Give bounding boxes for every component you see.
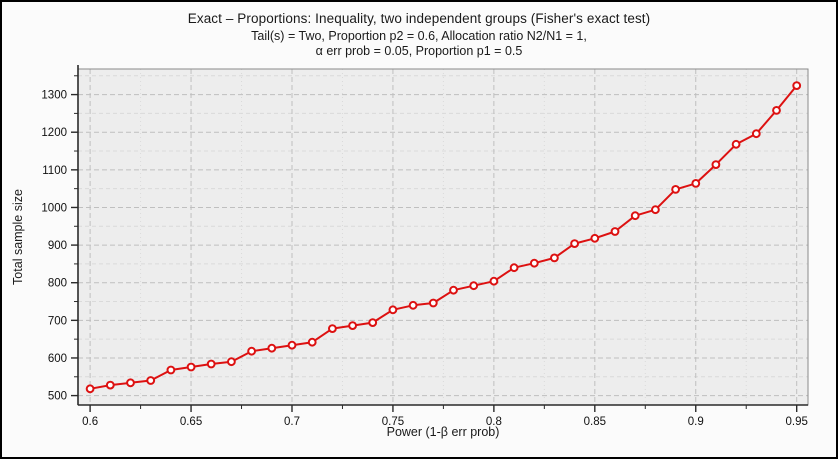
data-point bbox=[348, 321, 358, 331]
x-tick-label: 0.9 bbox=[688, 416, 704, 428]
series-markers bbox=[85, 81, 802, 394]
x-tick-label: 0.65 bbox=[180, 416, 202, 428]
chart-subtitle-line2: α err prob = 0.05, Proportion p1 = 0.5 bbox=[315, 44, 523, 58]
data-point bbox=[307, 337, 317, 347]
x-tick-label: 0.75 bbox=[382, 416, 404, 428]
data-point bbox=[772, 106, 781, 115]
x-tick-label: 0.85 bbox=[584, 416, 606, 428]
data-point bbox=[792, 81, 802, 90]
y-tick-label: 1000 bbox=[41, 202, 67, 214]
data-point bbox=[105, 380, 115, 390]
data-point bbox=[590, 233, 600, 243]
data-point bbox=[449, 285, 458, 295]
data-point bbox=[408, 300, 418, 310]
data-point bbox=[85, 384, 95, 394]
data-point bbox=[126, 378, 135, 388]
gridlines bbox=[78, 69, 808, 405]
data-point bbox=[651, 205, 660, 215]
data-point bbox=[227, 357, 236, 367]
y-tick-label: 900 bbox=[48, 240, 67, 252]
data-point bbox=[166, 365, 176, 375]
y-tick-label: 1300 bbox=[41, 90, 67, 102]
data-point bbox=[671, 185, 680, 194]
chart-subtitle-line1: Tail(s) = Two, Proportion p2 = 0.6, Allo… bbox=[251, 29, 587, 43]
data-point bbox=[630, 211, 640, 221]
data-point bbox=[610, 227, 620, 236]
data-point bbox=[509, 263, 519, 273]
x-tick-label: 0.7 bbox=[284, 416, 300, 428]
x-tick-label: 0.6 bbox=[82, 416, 98, 428]
data-point bbox=[469, 281, 479, 291]
data-point bbox=[206, 359, 216, 369]
data-point bbox=[388, 305, 398, 315]
tick-labels: 500 600 700 800 900 1000 1100 1200 1300 0.6 0.65 0.… bbox=[41, 90, 807, 428]
y-tick-label: 1200 bbox=[41, 127, 67, 139]
y-tick-label: 1100 bbox=[42, 165, 67, 177]
x-tick-label: 0.8 bbox=[486, 416, 502, 428]
data-point bbox=[328, 324, 337, 334]
data-point bbox=[186, 362, 196, 372]
data-point bbox=[267, 343, 277, 353]
data-point bbox=[489, 276, 499, 286]
x-tick-label: 0.95 bbox=[785, 416, 807, 428]
data-point bbox=[428, 298, 438, 308]
y-tick-label: 500 bbox=[48, 391, 67, 403]
data-point bbox=[368, 318, 378, 328]
data-point bbox=[711, 160, 721, 170]
y-tick-label: 600 bbox=[48, 353, 67, 365]
data-point bbox=[287, 340, 297, 350]
data-point bbox=[751, 129, 761, 139]
tick-marks bbox=[71, 75, 798, 412]
y-tick-label: 700 bbox=[48, 315, 67, 327]
data-point bbox=[691, 179, 701, 188]
data-point bbox=[247, 346, 257, 356]
data-point bbox=[550, 253, 559, 263]
y-tick-label: 800 bbox=[48, 278, 67, 290]
x-axis-label: Power (1-β err prob) bbox=[386, 425, 500, 439]
data-point bbox=[570, 239, 579, 249]
data-point bbox=[146, 376, 156, 385]
data-point bbox=[731, 139, 741, 149]
y-axis-label: Total sample size bbox=[11, 189, 25, 285]
data-point bbox=[529, 258, 539, 268]
chart-title: Exact – Proportions: Inequality, two ind… bbox=[187, 11, 651, 26]
